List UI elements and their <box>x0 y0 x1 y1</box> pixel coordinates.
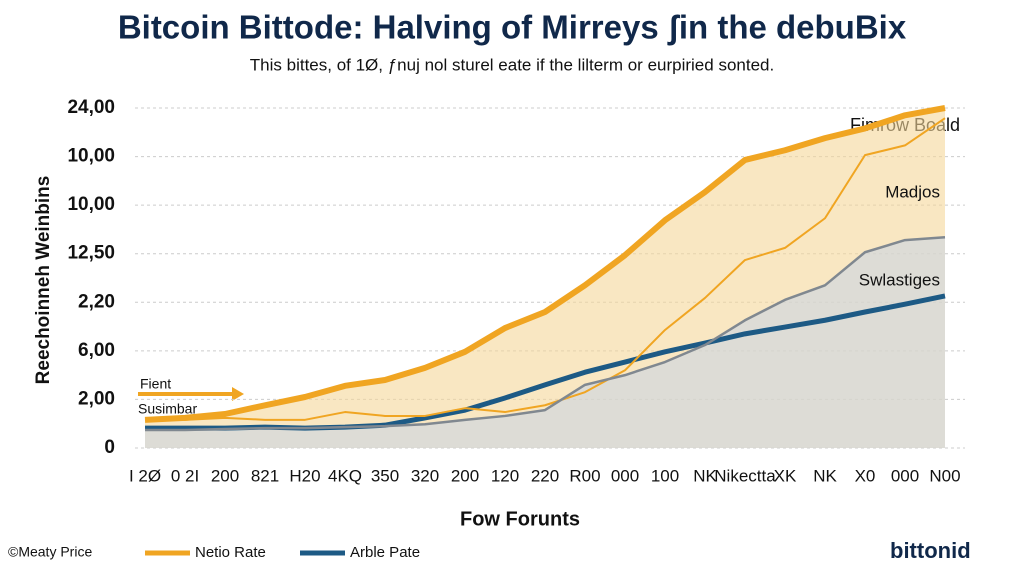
y-axis-label: Reechoinneh Weinbins <box>33 176 54 385</box>
chart-subtitle: This bittes, of 1Ø, ƒnuj nol sturel eate… <box>250 55 774 74</box>
series-line <box>145 117 946 421</box>
x-tick-label: 821 <box>251 466 279 485</box>
x-tick-label: 000 <box>611 466 639 485</box>
y-tick-label: 2,00 <box>78 388 115 409</box>
x-tick-label: 100 <box>651 466 679 485</box>
y-tick-label: 12,50 <box>67 243 115 264</box>
annotation: Susimbar <box>138 401 197 417</box>
y-tick-label: 0 <box>104 437 115 458</box>
x-tick-label: X0 <box>855 466 876 485</box>
area <box>145 237 945 448</box>
y-tick-label: 10,00 <box>67 194 115 215</box>
x-tick-label: 0 2I <box>171 466 199 485</box>
x-tick-label: N00 <box>929 466 960 485</box>
chart-title: Bitcoin Bittode: Halving of Mirreys ʃin … <box>118 9 907 46</box>
x-tick-label: 220 <box>531 466 559 485</box>
x-tick-label: H20 <box>289 466 320 485</box>
series-label: Madjos <box>885 182 940 201</box>
x-tick-label: 000 <box>891 466 919 485</box>
x-tick-label: NK <box>813 466 837 485</box>
logo: bittonid <box>890 538 971 563</box>
series-line <box>144 105 946 423</box>
x-axis-label: Fow Forunts <box>460 508 580 530</box>
x-tick-label: 120 <box>491 466 519 485</box>
x-tick-label: I 2Ø <box>129 466 161 485</box>
x-tick-label: 200 <box>211 466 239 485</box>
y-tick-label: 24,00 <box>67 97 115 118</box>
legend-label: Arble Pate <box>350 544 420 561</box>
series-label: Swlastiges <box>859 270 940 289</box>
y-tick-label: 2,20 <box>78 291 115 312</box>
x-tick-label: 320 <box>411 466 439 485</box>
x-tick-label: Nikectta <box>714 466 776 485</box>
legend-label: Netio Rate <box>195 544 266 561</box>
footer: ©Meaty Price <box>8 544 92 560</box>
annotation: Fient <box>140 376 171 392</box>
annotation-arrowhead <box>232 387 244 401</box>
x-tick-label: 4KQ <box>328 466 362 485</box>
x-tick-label: 350 <box>371 466 399 485</box>
y-tick-label: 6,00 <box>78 340 115 361</box>
series-line <box>145 235 946 432</box>
y-tick-label: 10,00 <box>67 146 115 167</box>
x-tick-label: XK <box>774 466 797 485</box>
x-tick-label: NK <box>693 466 717 485</box>
x-tick-label: 200 <box>451 466 479 485</box>
x-tick-label: R00 <box>569 466 600 485</box>
